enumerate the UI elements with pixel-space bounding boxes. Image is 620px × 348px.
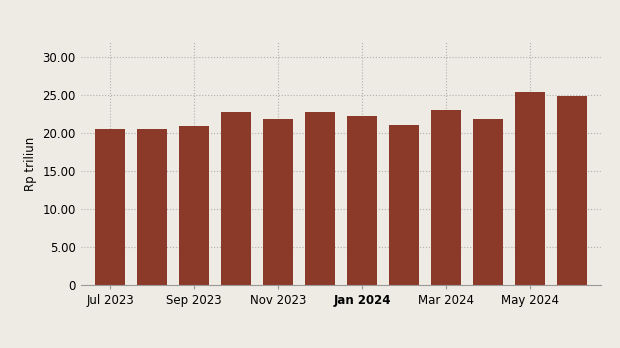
Bar: [95, 129, 125, 285]
Bar: [515, 92, 545, 285]
Bar: [263, 119, 293, 285]
Bar: [137, 128, 167, 285]
Bar: [221, 112, 251, 285]
Bar: [431, 110, 461, 285]
Bar: [557, 96, 587, 285]
Bar: [347, 116, 377, 285]
Bar: [389, 125, 419, 285]
Bar: [179, 126, 209, 285]
Bar: [305, 112, 335, 285]
Y-axis label: Rp triliun: Rp triliun: [24, 136, 37, 191]
Bar: [473, 119, 503, 285]
